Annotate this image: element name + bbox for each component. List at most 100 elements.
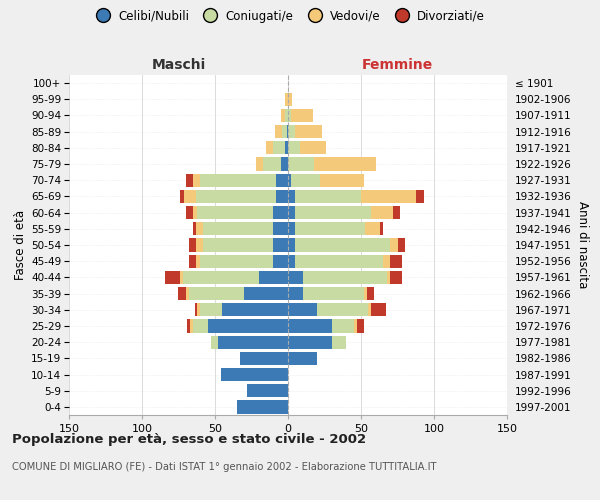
Bar — [203, 222, 274, 235]
Bar — [365, 222, 380, 235]
Bar — [361, 190, 416, 203]
Bar — [291, 174, 320, 187]
Bar — [240, 352, 288, 365]
Bar — [288, 190, 295, 203]
Bar — [416, 190, 424, 203]
Bar — [277, 174, 288, 187]
Bar — [200, 174, 277, 187]
Bar — [203, 238, 274, 252]
Bar — [295, 254, 383, 268]
Bar — [288, 125, 295, 138]
Legend: Celibi/Nubili, Coniugati/e, Vedovi/e, Divorziati/e: Celibi/Nubili, Coniugati/e, Vedovi/e, Di… — [91, 10, 485, 22]
Bar — [194, 303, 197, 316]
Bar — [256, 158, 263, 170]
Bar — [193, 320, 208, 332]
Bar — [274, 141, 285, 154]
Bar — [274, 222, 288, 235]
Y-axis label: Fasce di età: Fasce di età — [14, 210, 27, 280]
Bar — [208, 320, 288, 332]
Bar — [295, 206, 371, 220]
Bar — [288, 141, 299, 154]
Bar — [398, 238, 405, 252]
Bar — [221, 368, 288, 381]
Bar — [380, 222, 383, 235]
Bar — [354, 320, 356, 332]
Text: COMUNE DI MIGLIARO (FE) - Dati ISTAT 1° gennaio 2002 - Elaborazione TUTTITALIA.I: COMUNE DI MIGLIARO (FE) - Dati ISTAT 1° … — [12, 462, 437, 472]
Bar — [190, 320, 193, 332]
Bar — [277, 190, 288, 203]
Bar — [193, 206, 197, 220]
Bar — [218, 336, 288, 349]
Bar — [302, 287, 364, 300]
Bar — [259, 270, 288, 284]
Bar — [189, 238, 196, 252]
Bar — [288, 158, 314, 170]
Bar — [295, 190, 361, 203]
Bar — [266, 141, 274, 154]
Bar — [166, 270, 180, 284]
Bar — [288, 92, 292, 106]
Text: Maschi: Maschi — [151, 58, 206, 72]
Bar — [288, 222, 295, 235]
Bar — [288, 174, 291, 187]
Bar — [288, 206, 295, 220]
Bar — [288, 254, 295, 268]
Bar — [281, 158, 288, 170]
Bar — [288, 109, 291, 122]
Bar — [197, 303, 200, 316]
Bar — [183, 270, 259, 284]
Bar — [368, 303, 371, 316]
Bar — [274, 238, 288, 252]
Bar — [332, 336, 346, 349]
Bar — [189, 287, 244, 300]
Bar — [393, 206, 400, 220]
Bar — [390, 238, 398, 252]
Bar — [288, 270, 302, 284]
Bar — [274, 254, 288, 268]
Bar — [179, 287, 186, 300]
Bar — [200, 303, 223, 316]
Bar — [285, 141, 288, 154]
Bar — [390, 254, 402, 268]
Bar — [186, 287, 189, 300]
Text: Popolazione per età, sesso e stato civile - 2002: Popolazione per età, sesso e stato civil… — [12, 432, 366, 446]
Bar — [287, 125, 288, 138]
Bar — [274, 206, 288, 220]
Bar — [186, 174, 193, 187]
Bar — [332, 320, 354, 332]
Bar — [247, 384, 288, 398]
Bar — [187, 320, 190, 332]
Bar — [314, 158, 376, 170]
Bar — [275, 125, 282, 138]
Bar — [196, 222, 203, 235]
Bar — [180, 190, 184, 203]
Bar — [288, 352, 317, 365]
Bar — [302, 270, 387, 284]
Bar — [197, 206, 274, 220]
Bar — [223, 303, 288, 316]
Bar — [244, 287, 288, 300]
Bar — [288, 303, 317, 316]
Bar — [285, 92, 288, 106]
Bar — [196, 190, 277, 203]
Bar — [299, 141, 326, 154]
Bar — [288, 287, 302, 300]
Bar — [285, 109, 288, 122]
Bar — [196, 254, 200, 268]
Bar — [288, 336, 332, 349]
Bar — [295, 222, 365, 235]
Bar — [371, 303, 386, 316]
Bar — [184, 190, 196, 203]
Bar — [200, 254, 274, 268]
Bar — [263, 158, 281, 170]
Bar — [387, 270, 390, 284]
Bar — [281, 109, 285, 122]
Bar — [317, 303, 368, 316]
Bar — [196, 238, 203, 252]
Bar — [291, 109, 313, 122]
Bar — [288, 238, 295, 252]
Bar — [189, 254, 196, 268]
Bar — [193, 222, 196, 235]
Bar — [320, 174, 364, 187]
Bar — [371, 206, 393, 220]
